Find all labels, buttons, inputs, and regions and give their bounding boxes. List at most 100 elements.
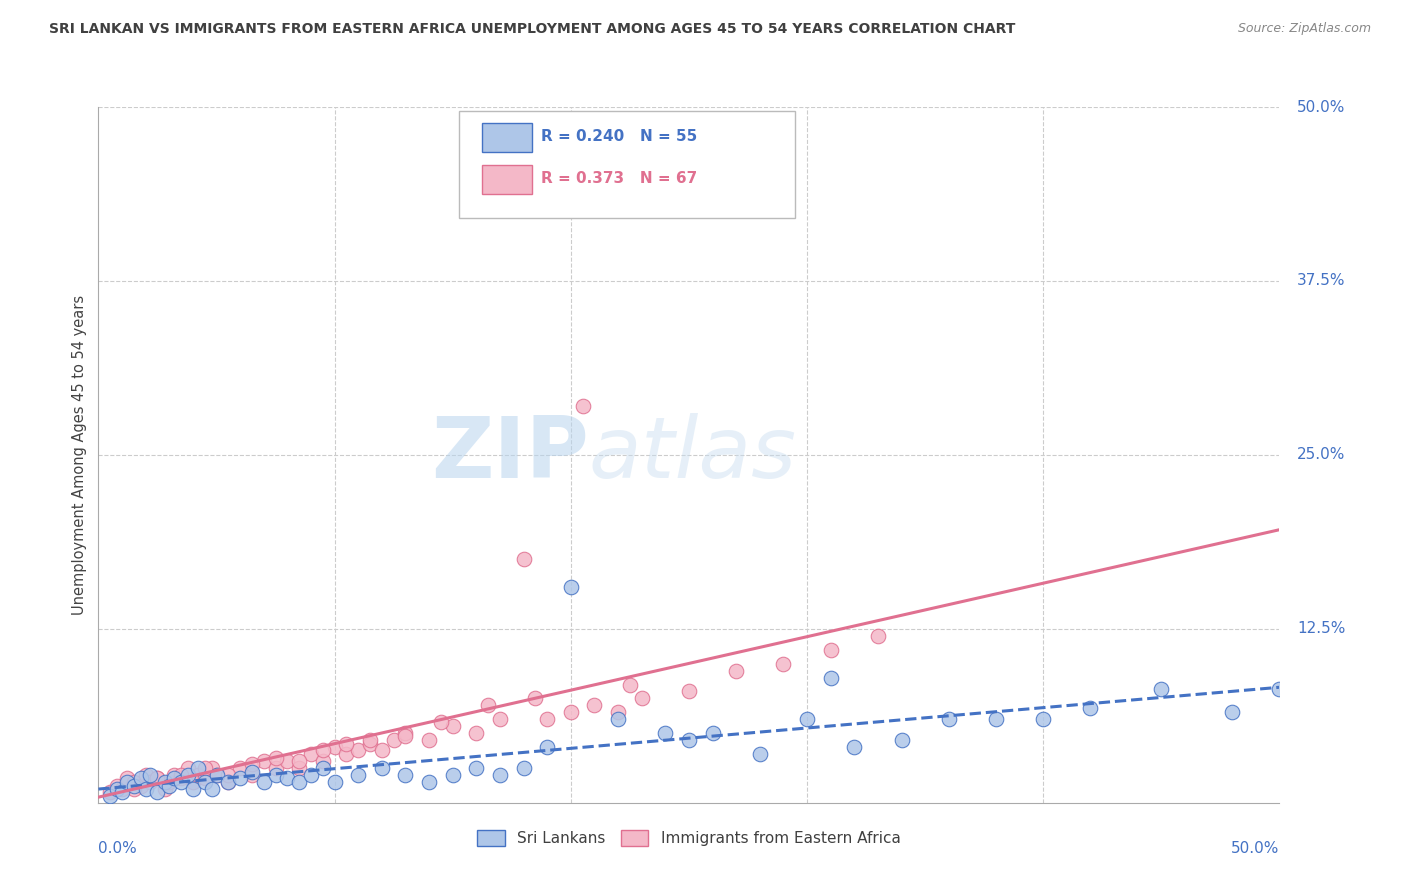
Point: [170, 775, 193, 789]
Point: [678, 733, 700, 747]
Point: [1080, 701, 1102, 715]
Point: [129, 779, 152, 793]
Point: [146, 771, 169, 785]
Point: [359, 733, 381, 747]
Point: [465, 761, 488, 775]
Point: [512, 552, 534, 566]
Point: [796, 712, 818, 726]
Point: [139, 775, 162, 789]
Point: [430, 715, 453, 730]
Point: [170, 771, 193, 785]
Point: [217, 775, 239, 789]
Point: [264, 761, 287, 775]
Point: [560, 580, 582, 594]
Point: [122, 775, 145, 789]
Point: [276, 754, 298, 768]
Point: [323, 740, 346, 755]
Point: [115, 771, 138, 785]
Point: [394, 726, 416, 740]
Point: [288, 754, 311, 768]
Point: [177, 761, 200, 775]
Point: [157, 779, 180, 793]
Point: [571, 399, 593, 413]
Point: [299, 747, 322, 761]
Point: [1032, 712, 1054, 726]
Point: [382, 733, 405, 747]
Point: [146, 771, 169, 785]
Point: [139, 768, 162, 782]
Text: atlas: atlas: [589, 413, 797, 497]
Point: [288, 775, 311, 789]
Point: [163, 768, 186, 782]
Point: [347, 768, 370, 782]
Point: [122, 779, 145, 793]
Point: [560, 706, 582, 720]
Text: Source: ZipAtlas.com: Source: ZipAtlas.com: [1237, 22, 1371, 36]
Point: [312, 743, 335, 757]
FancyBboxPatch shape: [482, 123, 531, 153]
Point: [129, 771, 152, 785]
Point: [323, 775, 346, 789]
Point: [276, 771, 298, 785]
Text: 50.0%: 50.0%: [1298, 100, 1346, 114]
Point: [394, 768, 416, 782]
Point: [489, 712, 512, 726]
Text: ZIP: ZIP: [430, 413, 589, 497]
Point: [253, 754, 276, 768]
Point: [335, 737, 357, 751]
Point: [607, 706, 630, 720]
Point: [536, 740, 558, 755]
Text: R = 0.373   N = 67: R = 0.373 N = 67: [541, 171, 697, 186]
Point: [253, 775, 276, 789]
Point: [135, 768, 157, 782]
Point: [153, 781, 176, 796]
Point: [201, 761, 224, 775]
Point: [153, 775, 176, 789]
Point: [288, 761, 311, 775]
Point: [240, 765, 263, 780]
Point: [240, 768, 263, 782]
Point: [187, 761, 209, 775]
FancyBboxPatch shape: [458, 111, 796, 219]
Text: 37.5%: 37.5%: [1298, 274, 1346, 288]
Point: [1220, 706, 1243, 720]
Text: 12.5%: 12.5%: [1298, 622, 1346, 636]
Point: [844, 740, 866, 755]
Point: [524, 691, 547, 706]
Point: [702, 726, 724, 740]
Point: [654, 726, 676, 740]
Point: [312, 754, 335, 768]
Point: [938, 712, 960, 726]
Point: [187, 768, 209, 782]
Point: [229, 761, 252, 775]
Point: [264, 751, 287, 765]
Point: [607, 712, 630, 726]
Text: 0.0%: 0.0%: [98, 841, 138, 856]
Point: [1150, 681, 1173, 696]
Point: [240, 756, 263, 771]
Point: [194, 761, 217, 775]
FancyBboxPatch shape: [482, 165, 531, 194]
Point: [772, 657, 794, 671]
Point: [371, 743, 394, 757]
Point: [1268, 681, 1291, 696]
Point: [678, 684, 700, 698]
Point: [536, 712, 558, 726]
Point: [359, 737, 381, 751]
Point: [725, 664, 748, 678]
Point: [105, 779, 128, 793]
Point: [163, 771, 186, 785]
Point: [111, 781, 134, 796]
Point: [866, 629, 889, 643]
Point: [299, 768, 322, 782]
Point: [146, 785, 169, 799]
Point: [418, 733, 440, 747]
Point: [619, 677, 641, 691]
Point: [489, 768, 512, 782]
Point: [465, 726, 488, 740]
Point: [135, 781, 157, 796]
Point: [229, 771, 252, 785]
Point: [181, 781, 204, 796]
Point: [205, 768, 228, 782]
Point: [820, 642, 842, 657]
